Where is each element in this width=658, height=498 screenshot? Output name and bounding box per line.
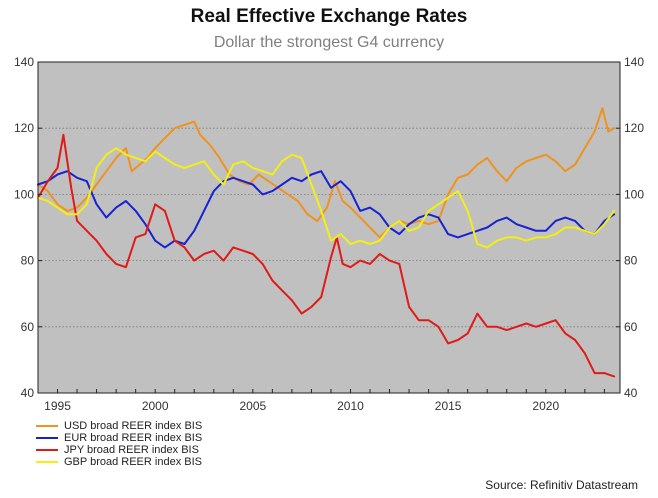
y-tick-label-left: 80 [21,254,35,268]
legend-label-gbp: GBP broad REER index BIS [64,456,202,468]
x-tick-label: 2000 [142,399,169,413]
source-note: Source: Refinitiv Datastream [485,478,638,492]
y-tick-label-right: 80 [624,254,638,268]
plot-area [38,62,620,393]
series-group [37,107,616,378]
y-tick-label-left: 140 [14,55,34,69]
y-tick-label-right: 60 [624,320,638,334]
x-tick-label: 2010 [337,399,364,413]
x-tick-label: 2005 [239,399,266,413]
y-tick-label-right: 120 [624,121,644,135]
chart-subtitle: Dollar the strongest G4 currency [213,34,445,51]
y-tick-label-left: 100 [14,187,34,201]
legend-swatch-usd [36,425,58,427]
legend-label-eur: EUR broad REER index BIS [64,432,203,444]
y-tick-label-right: 40 [624,386,638,400]
chart-title: Real Effective Exchange Rates [190,6,468,27]
gridlines [38,127,620,328]
series-line-0 [37,107,616,239]
series-line-3 [37,147,616,249]
y-tick-label-right: 140 [624,55,644,69]
legend-item-usd: USD broad REER index BIS [36,420,202,432]
series-line-2 [37,133,616,378]
axes: 40 40 60 60 80 80 100 100 120 120 140 140 1995 2000 20… [14,55,644,413]
legend-label-jpy: JPY broad REER index BIS [64,444,199,456]
x-tick-label: 1995 [44,399,71,413]
legend-item-gbp: GBP broad REER index BIS [36,456,202,468]
x-tick-label: 2015 [435,399,462,413]
y-tick-label-right: 100 [624,187,644,201]
legend-swatch-eur [36,437,58,439]
legend-item-eur: EUR broad REER index BIS [36,432,202,444]
legend-swatch-gbp [36,461,58,463]
series-line-1 [37,170,616,249]
legend-swatch-jpy [36,449,58,451]
legend: USD broad REER index BIS EUR broad REER … [36,420,202,468]
legend-item-jpy: JPY broad REER index BIS [36,444,202,456]
y-tick-label-left: 120 [14,121,34,135]
legend-label-usd: USD broad REER index BIS [64,420,203,432]
y-tick-label-left: 60 [21,320,35,334]
x-tick-label: 2020 [532,399,559,413]
plot-frame [37,61,621,394]
y-tick-label-left: 40 [21,386,35,400]
